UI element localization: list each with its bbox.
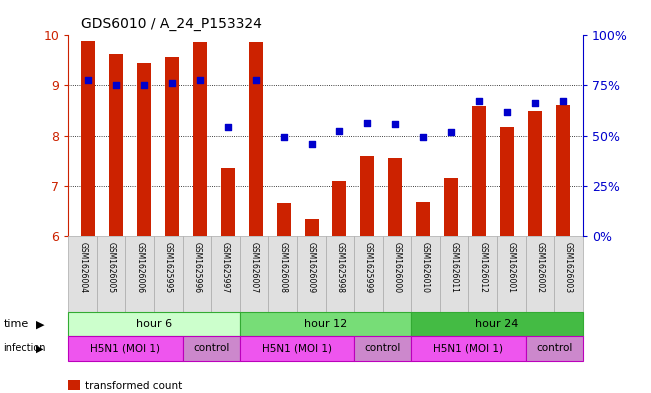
Text: GSM1626008: GSM1626008: [278, 242, 287, 293]
Bar: [468, 236, 497, 312]
Bar: [240, 312, 411, 336]
Text: GSM1626000: GSM1626000: [393, 242, 402, 293]
Bar: [525, 336, 583, 361]
Bar: [165, 57, 179, 236]
Text: GSM1625998: GSM1625998: [335, 242, 344, 293]
Text: GSM1626011: GSM1626011: [450, 242, 458, 293]
Bar: [472, 105, 486, 236]
Text: GSM1626012: GSM1626012: [478, 242, 487, 293]
Bar: [417, 202, 430, 236]
Bar: [444, 178, 458, 236]
Point: [307, 140, 317, 147]
Point: [139, 82, 149, 88]
Point: [558, 97, 568, 104]
Text: control: control: [365, 343, 401, 353]
Bar: [183, 336, 240, 361]
Bar: [354, 236, 383, 312]
Bar: [497, 236, 525, 312]
Text: GSM1625996: GSM1625996: [193, 242, 201, 293]
Text: hour 24: hour 24: [475, 319, 519, 329]
Bar: [411, 336, 525, 361]
Point: [362, 120, 372, 126]
Text: GSM1626004: GSM1626004: [78, 242, 87, 293]
Point: [334, 128, 344, 134]
Bar: [97, 236, 126, 312]
Bar: [81, 41, 95, 236]
Text: GSM1626005: GSM1626005: [107, 242, 116, 293]
Point: [111, 82, 121, 88]
Text: H5N1 (MOI 1): H5N1 (MOI 1): [434, 343, 503, 353]
Text: control: control: [536, 343, 572, 353]
Text: ▶: ▶: [36, 319, 44, 329]
Bar: [361, 156, 374, 236]
Text: GSM1626001: GSM1626001: [506, 242, 516, 293]
Bar: [211, 236, 240, 312]
Bar: [326, 236, 354, 312]
Bar: [500, 127, 514, 236]
Bar: [383, 236, 411, 312]
Bar: [440, 236, 468, 312]
Text: transformed count: transformed count: [85, 380, 182, 391]
Text: H5N1 (MOI 1): H5N1 (MOI 1): [262, 343, 332, 353]
Bar: [389, 158, 402, 236]
Bar: [333, 181, 346, 236]
Bar: [305, 219, 318, 236]
Text: GSM1626007: GSM1626007: [249, 242, 258, 293]
Text: control: control: [193, 343, 229, 353]
Text: GSM1626006: GSM1626006: [135, 242, 145, 293]
Point: [474, 97, 484, 104]
Bar: [126, 236, 154, 312]
Text: time: time: [3, 319, 29, 329]
Bar: [240, 336, 354, 361]
Bar: [556, 105, 570, 236]
Text: hour 12: hour 12: [304, 319, 347, 329]
Text: ▶: ▶: [36, 343, 44, 353]
Bar: [554, 236, 583, 312]
Text: GSM1625999: GSM1625999: [364, 242, 373, 293]
Text: GSM1626010: GSM1626010: [421, 242, 430, 293]
Bar: [109, 54, 123, 236]
Text: hour 6: hour 6: [136, 319, 172, 329]
Point: [167, 80, 177, 86]
Point: [279, 134, 289, 140]
Text: GSM1626002: GSM1626002: [535, 242, 544, 293]
Bar: [193, 42, 207, 236]
Bar: [354, 336, 411, 361]
Bar: [268, 236, 297, 312]
Point: [223, 123, 233, 130]
Bar: [277, 203, 290, 236]
Point: [446, 129, 456, 135]
Text: H5N1 (MOI 1): H5N1 (MOI 1): [90, 343, 161, 353]
Point: [502, 108, 512, 115]
Point: [83, 77, 93, 84]
Bar: [525, 236, 554, 312]
Bar: [183, 236, 211, 312]
Text: GSM1626003: GSM1626003: [564, 242, 573, 293]
Bar: [154, 236, 183, 312]
Bar: [68, 312, 240, 336]
Bar: [240, 236, 268, 312]
Bar: [411, 312, 583, 336]
Bar: [297, 236, 326, 312]
Point: [418, 134, 428, 140]
Text: GSM1625997: GSM1625997: [221, 242, 230, 293]
Bar: [68, 236, 97, 312]
Bar: [68, 336, 183, 361]
Text: GSM1625995: GSM1625995: [164, 242, 173, 293]
Text: GSM1626009: GSM1626009: [307, 242, 316, 293]
Text: infection: infection: [3, 343, 46, 353]
Bar: [249, 42, 262, 236]
Point: [530, 100, 540, 106]
Bar: [528, 110, 542, 236]
Bar: [221, 168, 234, 236]
Bar: [137, 63, 151, 236]
Point: [251, 77, 261, 84]
Bar: [411, 236, 440, 312]
Text: GDS6010 / A_24_P153324: GDS6010 / A_24_P153324: [81, 17, 262, 31]
Point: [195, 77, 205, 84]
Point: [390, 121, 400, 127]
